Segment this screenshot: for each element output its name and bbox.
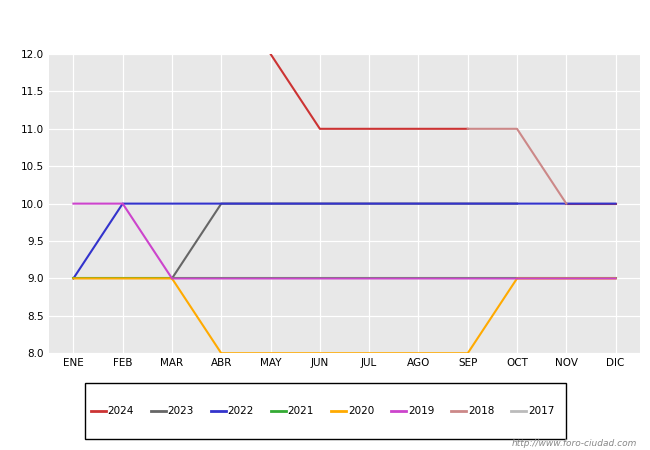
- Text: Afiliados en Pozuelo de la Orden a 31/5/2024: Afiliados en Pozuelo de la Orden a 31/5/…: [138, 14, 512, 33]
- Text: 2022: 2022: [227, 405, 254, 416]
- Text: http://www.foro-ciudad.com: http://www.foro-ciudad.com: [512, 439, 637, 448]
- Text: 2024: 2024: [107, 405, 134, 416]
- Text: 2023: 2023: [168, 405, 194, 416]
- Text: 2021: 2021: [288, 405, 314, 416]
- Text: 2017: 2017: [528, 405, 554, 416]
- Text: 2019: 2019: [408, 405, 434, 416]
- Text: 2020: 2020: [348, 405, 374, 416]
- Text: 2018: 2018: [468, 405, 495, 416]
